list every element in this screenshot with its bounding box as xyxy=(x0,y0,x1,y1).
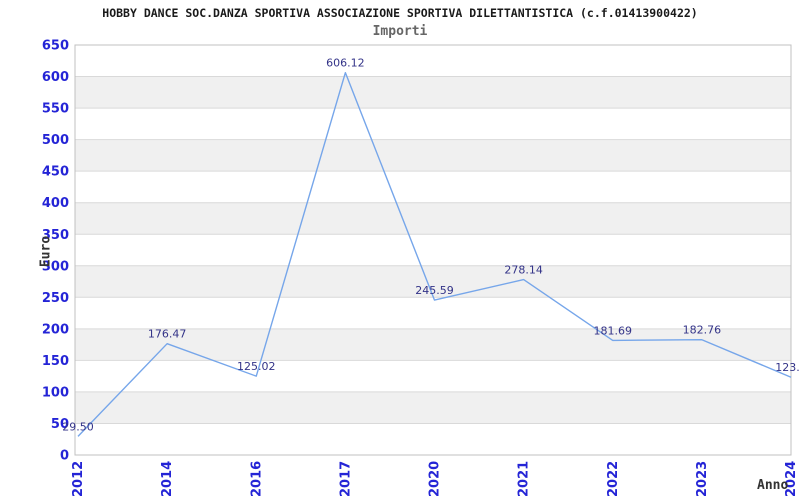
data-point-label: 125.02 xyxy=(237,360,276,373)
data-point-label: 176.47 xyxy=(148,328,187,341)
data-point-label: 123.3 xyxy=(775,361,800,374)
y-tick-label: 450 xyxy=(42,165,69,180)
data-point-label: 278.14 xyxy=(504,264,543,277)
x-tick-label: 2016 xyxy=(249,461,264,497)
x-tick-label: 2023 xyxy=(695,461,710,497)
y-tick-label: 500 xyxy=(42,133,69,148)
y-tick-label: 0 xyxy=(60,449,69,464)
x-tick-label: 2024 xyxy=(784,461,799,497)
y-axis-title: Euro xyxy=(38,235,54,268)
plot-band xyxy=(75,328,791,361)
y-tick-label: 350 xyxy=(42,228,69,243)
chart-subtitle: Importi xyxy=(372,24,428,39)
plot-background xyxy=(75,45,791,455)
plot-border xyxy=(74,44,792,456)
y-tick-label: 200 xyxy=(42,322,69,337)
y-tick-label: 100 xyxy=(42,385,69,400)
y-tick-label: 300 xyxy=(42,259,69,274)
x-tick-label: 2020 xyxy=(428,461,443,497)
y-tick-label: 600 xyxy=(42,70,69,85)
x-tick-label: 2012 xyxy=(71,461,86,497)
y-tick-label: 50 xyxy=(51,417,69,432)
x-axis-title: Anno xyxy=(757,478,789,493)
x-tick-label: 2017 xyxy=(338,461,353,497)
data-point-label: 245.59 xyxy=(415,284,454,297)
data-point-label: 606.12 xyxy=(326,57,365,70)
y-tick-label: 400 xyxy=(42,196,69,211)
plot-band xyxy=(75,139,791,172)
x-tick-label: 2022 xyxy=(606,461,621,497)
plot-band xyxy=(75,265,791,298)
data-point-label: 182.76 xyxy=(683,324,722,337)
series-line xyxy=(77,71,792,437)
plot-band xyxy=(75,76,791,109)
x-tick-label: 2014 xyxy=(160,461,175,497)
y-tick-label: 250 xyxy=(42,291,69,306)
y-tick-label: 150 xyxy=(42,354,69,369)
y-tick-label: 650 xyxy=(42,39,69,54)
data-point-label: 29.50 xyxy=(62,420,94,433)
x-tick-label: 2021 xyxy=(517,461,532,497)
data-point-label: 181.69 xyxy=(594,324,633,337)
chart-title: HOBBY DANCE SOC.DANZA SPORTIVA ASSOCIAZI… xyxy=(102,6,698,20)
y-tick-label: 550 xyxy=(42,102,69,117)
plot-band xyxy=(75,391,791,424)
plot-band xyxy=(75,202,791,235)
